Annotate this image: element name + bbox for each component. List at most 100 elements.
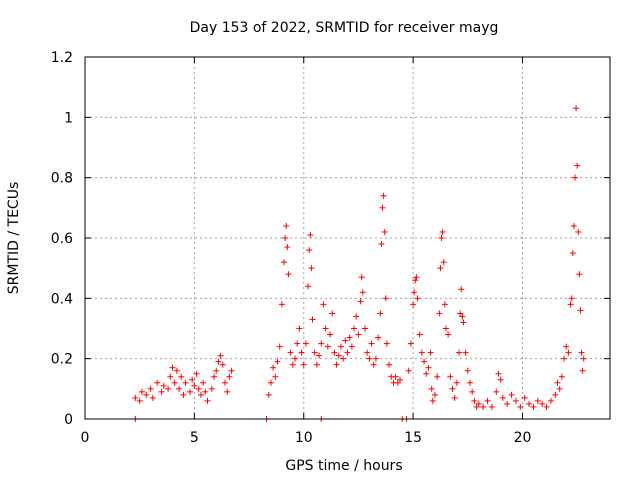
data-point (308, 265, 315, 272)
data-point (219, 361, 226, 368)
data-point (284, 244, 291, 251)
data-point (565, 349, 572, 356)
data-point (294, 340, 301, 347)
data-point (394, 379, 401, 386)
data-point (318, 340, 325, 347)
data-point (366, 355, 373, 362)
data-point (147, 385, 154, 392)
chart-title: Day 153 of 2022, SRMTID for receiver may… (190, 20, 499, 36)
data-point (407, 340, 414, 347)
data-point (421, 358, 428, 365)
data-point (512, 397, 519, 404)
data-point (265, 391, 272, 398)
data-point (429, 397, 436, 404)
data-point (413, 274, 420, 281)
data-point (432, 391, 438, 398)
data-point (355, 331, 362, 338)
data-point (447, 373, 454, 380)
data-point (282, 235, 289, 241)
data-point (340, 355, 347, 362)
data-point (364, 349, 371, 356)
data-point (382, 295, 389, 302)
data-point (327, 331, 333, 338)
data-point (572, 174, 578, 181)
data-point (556, 385, 563, 392)
data-point (534, 397, 541, 404)
data-point (305, 283, 312, 290)
data-point (554, 379, 561, 386)
data-point (176, 385, 183, 392)
data-point (423, 370, 430, 377)
data-point (410, 301, 417, 308)
data-point (217, 352, 224, 359)
data-point (208, 385, 215, 392)
data-point (456, 349, 463, 356)
x-axis-label: GPS time / hours (285, 458, 402, 474)
data-point (298, 349, 305, 356)
data-point (292, 355, 298, 362)
data-point (215, 358, 222, 365)
data-point (442, 325, 449, 332)
data-point (281, 259, 288, 266)
data-point (436, 310, 443, 317)
data-point (204, 397, 211, 404)
data-point (272, 373, 279, 380)
data-point (437, 265, 444, 272)
data-point (484, 397, 491, 404)
y-axis-ticks: 0 0.2 0.4 0.6 0.8 1 1.2 (51, 50, 610, 428)
data-point (488, 403, 495, 410)
data-point (411, 289, 418, 296)
data-point (287, 349, 294, 356)
data-point (307, 231, 314, 238)
data-point (569, 250, 576, 257)
data-point (381, 228, 388, 235)
data-point (311, 349, 318, 356)
data-point (438, 235, 445, 241)
data-point (316, 352, 323, 359)
grid (85, 57, 610, 419)
data-point (504, 400, 511, 407)
data-point (579, 367, 586, 374)
data-point (383, 340, 390, 347)
data-point (283, 222, 290, 229)
data-point (467, 379, 473, 386)
data-point (211, 373, 218, 380)
x-tick-label: 10 (295, 430, 313, 446)
data-point (346, 334, 353, 341)
data-point (296, 325, 303, 332)
data-point (200, 379, 207, 386)
data-point (552, 391, 559, 398)
data-point (517, 403, 524, 410)
data-point (462, 349, 469, 356)
data-point (274, 358, 281, 365)
y-tick-label: 0.4 (51, 291, 73, 307)
data-point (547, 397, 554, 404)
data-point (460, 319, 467, 326)
data-point (561, 355, 568, 362)
data-point (306, 247, 313, 254)
data-point (418, 349, 425, 356)
data-points (132, 105, 587, 422)
data-point (320, 301, 327, 308)
data-point (459, 313, 466, 320)
x-tick-label: 0 (81, 430, 90, 446)
data-point (362, 325, 368, 332)
data-point (171, 379, 178, 386)
data-point (335, 352, 342, 359)
data-point (191, 382, 198, 389)
data-point (357, 298, 364, 305)
data-point (457, 310, 464, 317)
data-point (375, 334, 382, 341)
data-point (276, 343, 283, 350)
data-point (226, 373, 233, 380)
data-point (285, 271, 292, 278)
data-point (154, 379, 161, 386)
data-point (178, 373, 185, 380)
data-point (530, 403, 537, 410)
y-tick-label: 0.8 (51, 171, 73, 187)
data-point (165, 385, 172, 392)
data-point (195, 385, 202, 392)
data-point (309, 316, 316, 323)
data-point (322, 325, 329, 332)
data-point (380, 192, 387, 199)
